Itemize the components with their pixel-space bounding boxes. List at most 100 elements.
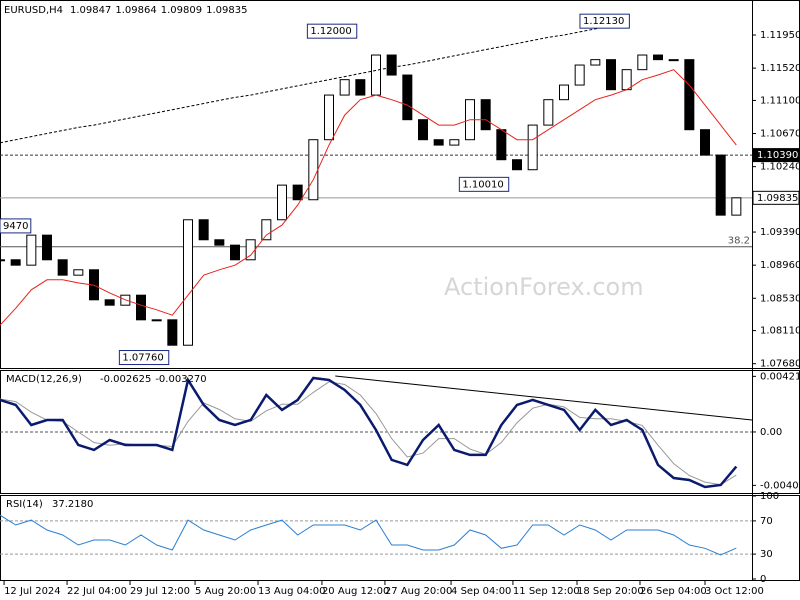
annotation-box	[579, 13, 630, 29]
x-tick-label: 5 Aug 20:00	[195, 586, 256, 597]
rsi-readout: 37.2180	[52, 499, 93, 510]
level-label: 1.10390	[757, 150, 798, 161]
level-label: 1.09835	[757, 193, 798, 204]
x-tick-label: 26 Sep 04:00	[640, 586, 707, 597]
candle	[480, 99, 491, 131]
candle	[559, 84, 569, 101]
candle	[371, 54, 381, 96]
line	[0, 22, 627, 144]
candle	[731, 197, 742, 216]
candle	[512, 159, 522, 171]
candle	[57, 259, 68, 276]
y-tick-label: 1.10670	[760, 129, 800, 140]
candle	[73, 269, 84, 276]
y-tick-label: 1.07680	[760, 359, 800, 370]
price-panel	[0, 0, 800, 369]
level-box	[752, 148, 800, 163]
candle	[42, 234, 52, 261]
x-tick-label: 11 Sep 12:00	[513, 586, 580, 597]
candle	[167, 319, 178, 346]
candle	[668, 59, 679, 62]
candle	[151, 319, 162, 322]
ohlc-value: 1.09835	[206, 5, 247, 16]
y-tick-label: 30	[760, 549, 773, 560]
candle	[355, 79, 366, 96]
annotation-box	[458, 176, 510, 192]
candle	[637, 54, 648, 71]
line	[0, 69, 737, 326]
readout-value: -0.003270	[155, 374, 206, 385]
candle	[0, 259, 5, 262]
x-tick-label: 3 Oct 12:00	[705, 586, 764, 597]
annotation-label: 9470	[3, 221, 28, 232]
annotation-label: 1.12130	[583, 16, 624, 27]
candle	[715, 154, 726, 216]
y-tick-label: 1.09390	[760, 227, 800, 238]
candle	[26, 234, 37, 266]
ohlc-value: 1.09847	[70, 5, 111, 16]
macd-readout: -0.002625 -0.003270	[100, 374, 207, 385]
candle	[277, 184, 287, 221]
line	[0, 376, 738, 489]
candle	[606, 59, 616, 91]
rsi-panel	[0, 495, 800, 581]
y-tick-label: 0.004214	[760, 371, 800, 382]
candle	[230, 244, 240, 261]
candle	[10, 259, 21, 266]
candle	[292, 184, 303, 201]
candle	[136, 294, 146, 321]
candle	[198, 219, 209, 241]
annotation-box	[0, 218, 32, 234]
candle	[653, 54, 663, 61]
candle	[433, 139, 444, 146]
y-tick-label: 1.11100	[760, 95, 800, 106]
candle	[261, 219, 272, 241]
ohlc-readout: 1.09847 1.09864 1.09809 1.09835	[70, 5, 247, 16]
ohlc-value: 1.09809	[161, 5, 202, 16]
annotation-label: 1.07760	[122, 353, 163, 364]
fib-label: 38.2	[728, 236, 750, 247]
candle	[590, 59, 601, 66]
macd-title: MACD(12,26,9)	[6, 374, 82, 385]
y-tick-label: 1.11950	[760, 30, 800, 41]
candle	[183, 219, 193, 346]
candle	[543, 99, 554, 126]
x-tick-label: 20 Aug 12:00	[322, 586, 389, 597]
x-tick-label: 18 Sep 20:00	[577, 586, 644, 597]
line	[0, 381, 737, 486]
y-tick-label: 1.08530	[760, 293, 800, 304]
y-tick-label: 0	[760, 574, 766, 585]
candle	[339, 79, 350, 96]
ohlc-value: 1.09864	[115, 5, 156, 16]
y-tick-label: 1.08110	[760, 326, 800, 337]
y-tick-label: -0.004047	[760, 480, 800, 491]
y-tick-label: 1.11520	[760, 63, 800, 74]
annotation-label: 1.12000	[310, 26, 351, 37]
x-tick-label: 12 Jul 2024	[4, 586, 61, 597]
trendline	[335, 375, 753, 421]
y-tick-label: 70	[760, 516, 773, 527]
candle	[308, 139, 319, 201]
y-tick-label: 0.00	[760, 427, 782, 438]
x-tick-label: 22 Jul 04:00	[67, 586, 127, 597]
x-tick-label: 4 Sep 04:00	[451, 586, 511, 597]
candle	[621, 69, 632, 91]
line	[0, 514, 737, 556]
candle	[386, 54, 397, 76]
readout-value: -0.002625	[100, 374, 151, 385]
candle	[449, 139, 460, 146]
symbol-title: EURUSD,H4	[4, 5, 63, 16]
candle	[700, 129, 710, 156]
candle	[104, 299, 115, 306]
y-tick-label: 1.08960	[760, 260, 800, 271]
rsi-title: RSI(14)	[6, 499, 43, 510]
y-tick-label: 100	[760, 491, 779, 502]
candle	[684, 59, 695, 131]
watermark: ActionForex.com	[444, 273, 644, 301]
candle	[418, 119, 428, 141]
candle	[527, 124, 538, 171]
annotation-box	[306, 23, 358, 39]
annotation-box	[118, 350, 170, 366]
candle	[324, 94, 334, 141]
